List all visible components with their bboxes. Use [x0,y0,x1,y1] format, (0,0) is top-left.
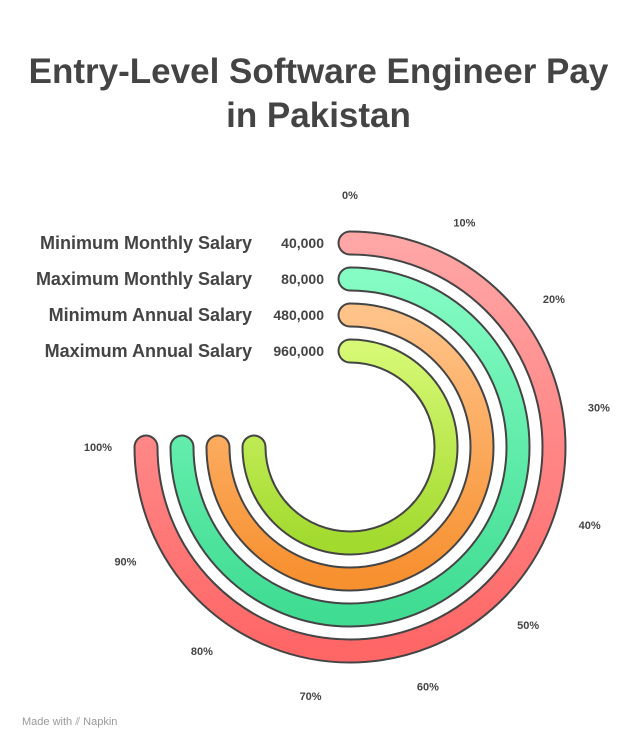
tick-label: 30% [588,403,610,415]
footer-brand: Napkin [83,716,118,728]
tick-label: 80% [191,646,213,658]
category-label: Minimum Annual Salary [49,305,252,325]
value-label: 40,000 [281,235,324,251]
value-label: 480,000 [273,307,324,323]
tick-label: 100% [84,442,112,454]
tick-label: 20% [543,294,565,306]
bar-maximum-annual-salary [243,340,457,554]
tick-label: 90% [114,556,136,568]
bar-minimum-annual-salary [207,304,493,590]
footer-text: Made with [22,716,73,728]
category-label: Maximum Annual Salary [45,341,252,361]
tick-label: 50% [517,620,539,632]
tick-label: 40% [579,520,601,532]
footer: Made with ⫽ Napkin [22,716,117,729]
bar-minimum-monthly-salary [135,232,565,662]
napkin-logo-icon: ⫽ [75,716,81,728]
bar-maximum-monthly-salary [171,268,529,626]
tick-label: 10% [453,217,475,229]
chart-title: Entry-Level Software Engineer Pay in Pak… [0,50,637,138]
value-label: 960,000 [273,343,324,359]
tick-label: 0% [342,190,358,202]
category-label: Minimum Monthly Salary [40,233,252,253]
tick-label: 60% [417,682,439,694]
title-line-1: Entry-Level Software Engineer Pay [28,52,609,91]
value-label: 80,000 [281,271,324,287]
tick-label: 70% [300,691,322,703]
title-line-2: in Pakistan [226,96,411,135]
category-label: Maximum Monthly Salary [36,269,252,289]
